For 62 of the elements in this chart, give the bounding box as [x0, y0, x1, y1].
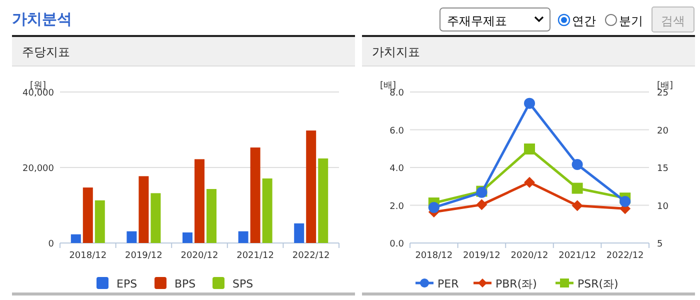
text: 검색: [661, 14, 685, 28]
y-tick-label: 6.0: [390, 126, 404, 136]
x-tick-label: 2022/12: [292, 251, 330, 261]
y-axis-title: [배]: [380, 81, 396, 91]
bar: [294, 223, 304, 243]
point: [428, 202, 440, 214]
bar: [150, 193, 161, 243]
bar: [70, 234, 81, 243]
bar: [250, 147, 260, 243]
bar: [238, 231, 248, 243]
point: [524, 176, 535, 188]
legend-label: PBR(좌): [496, 278, 537, 290]
y-tick-label: 2.0: [390, 202, 404, 212]
x-tick-label: 2018/12: [415, 251, 453, 261]
y-tick-label: 0.0: [390, 240, 404, 250]
point: [524, 144, 535, 155]
x-tick-label: 2022/12: [606, 251, 644, 261]
y2-tick-label: 10: [657, 202, 669, 212]
bar: [82, 188, 93, 243]
x-tick-label: 2021/12: [236, 251, 274, 261]
point: [572, 182, 583, 194]
point: [572, 200, 583, 212]
text: 연간: [572, 14, 596, 28]
point: [620, 196, 631, 207]
bar: [182, 232, 192, 243]
x-tick-label: 2020/12: [510, 251, 548, 261]
chart-title: 주당지표: [22, 45, 70, 59]
x-tick-label: 2019/12: [125, 251, 162, 261]
legend-label: PER: [438, 278, 460, 290]
bar: [94, 200, 105, 243]
y-tick-label: 8.0: [390, 88, 404, 98]
legend-label: EPS: [116, 278, 138, 290]
y-tick-label: 40,000: [22, 88, 54, 98]
chart-title: 가치지표: [372, 45, 420, 59]
legend-label: SPS: [232, 278, 254, 290]
y2-tick-label: 20: [657, 126, 669, 136]
bar: [206, 189, 216, 243]
y2-tick-label: 25: [657, 88, 668, 98]
text: 분기: [619, 14, 643, 28]
bar: [138, 176, 149, 243]
x-tick-label: 2021/12: [558, 251, 596, 261]
bar: [306, 130, 316, 243]
legend-label: PSR(좌): [578, 278, 618, 290]
y-tick-label: 20,000: [22, 164, 54, 174]
x-tick-label: 2018/12: [69, 251, 107, 261]
text: 가치분석: [12, 10, 72, 28]
bar: [126, 231, 137, 243]
y-tick-label: 4.0: [390, 164, 404, 174]
bar: [318, 158, 328, 243]
bar: [262, 178, 272, 243]
x-tick-label: 2020/12: [180, 251, 218, 261]
point: [572, 158, 583, 170]
point: [476, 199, 488, 210]
y-tick-label: 0: [48, 240, 54, 250]
y2-tick-label: 5: [657, 240, 663, 250]
point: [524, 98, 535, 109]
y2-tick-label: 15: [657, 164, 668, 174]
x-tick-label: 2019/12: [463, 251, 500, 261]
y2-axis-title: [배]: [656, 81, 674, 91]
text: 주재무제표: [447, 14, 507, 28]
bar: [194, 159, 204, 243]
legend-label: BPS: [174, 278, 196, 290]
